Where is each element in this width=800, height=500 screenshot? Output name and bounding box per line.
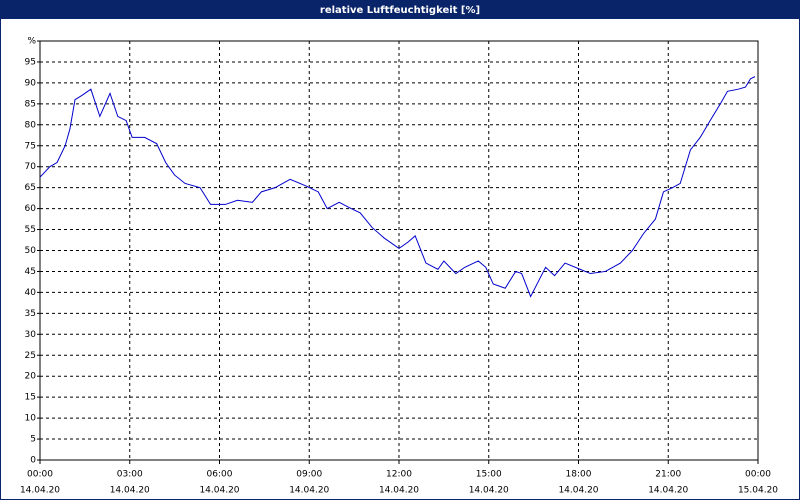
y-tick-label: 50 — [25, 246, 37, 256]
y-tick-label: 20 — [25, 372, 37, 382]
x-tick-date: 14.04.20 — [199, 486, 239, 496]
y-tick-label: % — [27, 37, 36, 47]
y-tick-label: 35 — [25, 309, 36, 319]
y-tick-label: 25 — [25, 351, 36, 361]
x-tick-label: 21:00 — [655, 470, 681, 480]
y-tick-label: 55 — [25, 225, 36, 235]
x-tick-label: 15:00 — [476, 470, 502, 480]
x-tick-label: 03:00 — [117, 470, 143, 480]
chart-title: relative Luftfeuchtigkeit [%] — [320, 5, 480, 16]
y-tick-label: 40 — [25, 288, 37, 298]
y-tick-label: 30 — [25, 330, 37, 340]
x-tick-label: 09:00 — [296, 470, 322, 480]
x-tick-date: 14.04.20 — [648, 486, 688, 496]
y-tick-label: 0 — [30, 456, 36, 466]
y-tick-label: 10 — [25, 414, 37, 424]
y-tick-label: 70 — [25, 162, 37, 172]
x-tick-date: 14.04.20 — [20, 486, 60, 496]
y-tick-label: 45 — [25, 267, 36, 277]
y-tick-label: 90 — [25, 78, 37, 88]
x-tick-date: 14.04.20 — [110, 486, 150, 496]
data-line — [39, 76, 756, 298]
x-tick-label: 06:00 — [207, 470, 233, 480]
title-bar — [0, 0, 800, 19]
y-tick-label: 80 — [25, 120, 37, 130]
x-tick-date: 14.04.20 — [289, 486, 329, 496]
y-tick-label: 5 — [30, 435, 36, 445]
x-tick-date: 14.04.20 — [469, 486, 509, 496]
x-tick-label: 00:00 — [27, 470, 53, 480]
x-tick-date: 14.04.20 — [558, 486, 598, 496]
y-tick-label: 65 — [25, 183, 36, 193]
x-tick-label: 18:00 — [566, 470, 592, 480]
y-tick-label: 60 — [25, 204, 37, 214]
y-tick-label: 15 — [25, 393, 36, 403]
x-tick-label: 00:00 — [745, 470, 771, 480]
y-tick-label: 95 — [25, 57, 36, 67]
x-tick-date: 14.04.20 — [379, 486, 419, 496]
x-tick-label: 12:00 — [386, 470, 412, 480]
y-tick-label: 75 — [25, 141, 36, 151]
y-tick-label: 85 — [25, 99, 36, 109]
plot-border — [39, 40, 759, 461]
x-tick-date: 15.04.20 — [738, 486, 778, 496]
